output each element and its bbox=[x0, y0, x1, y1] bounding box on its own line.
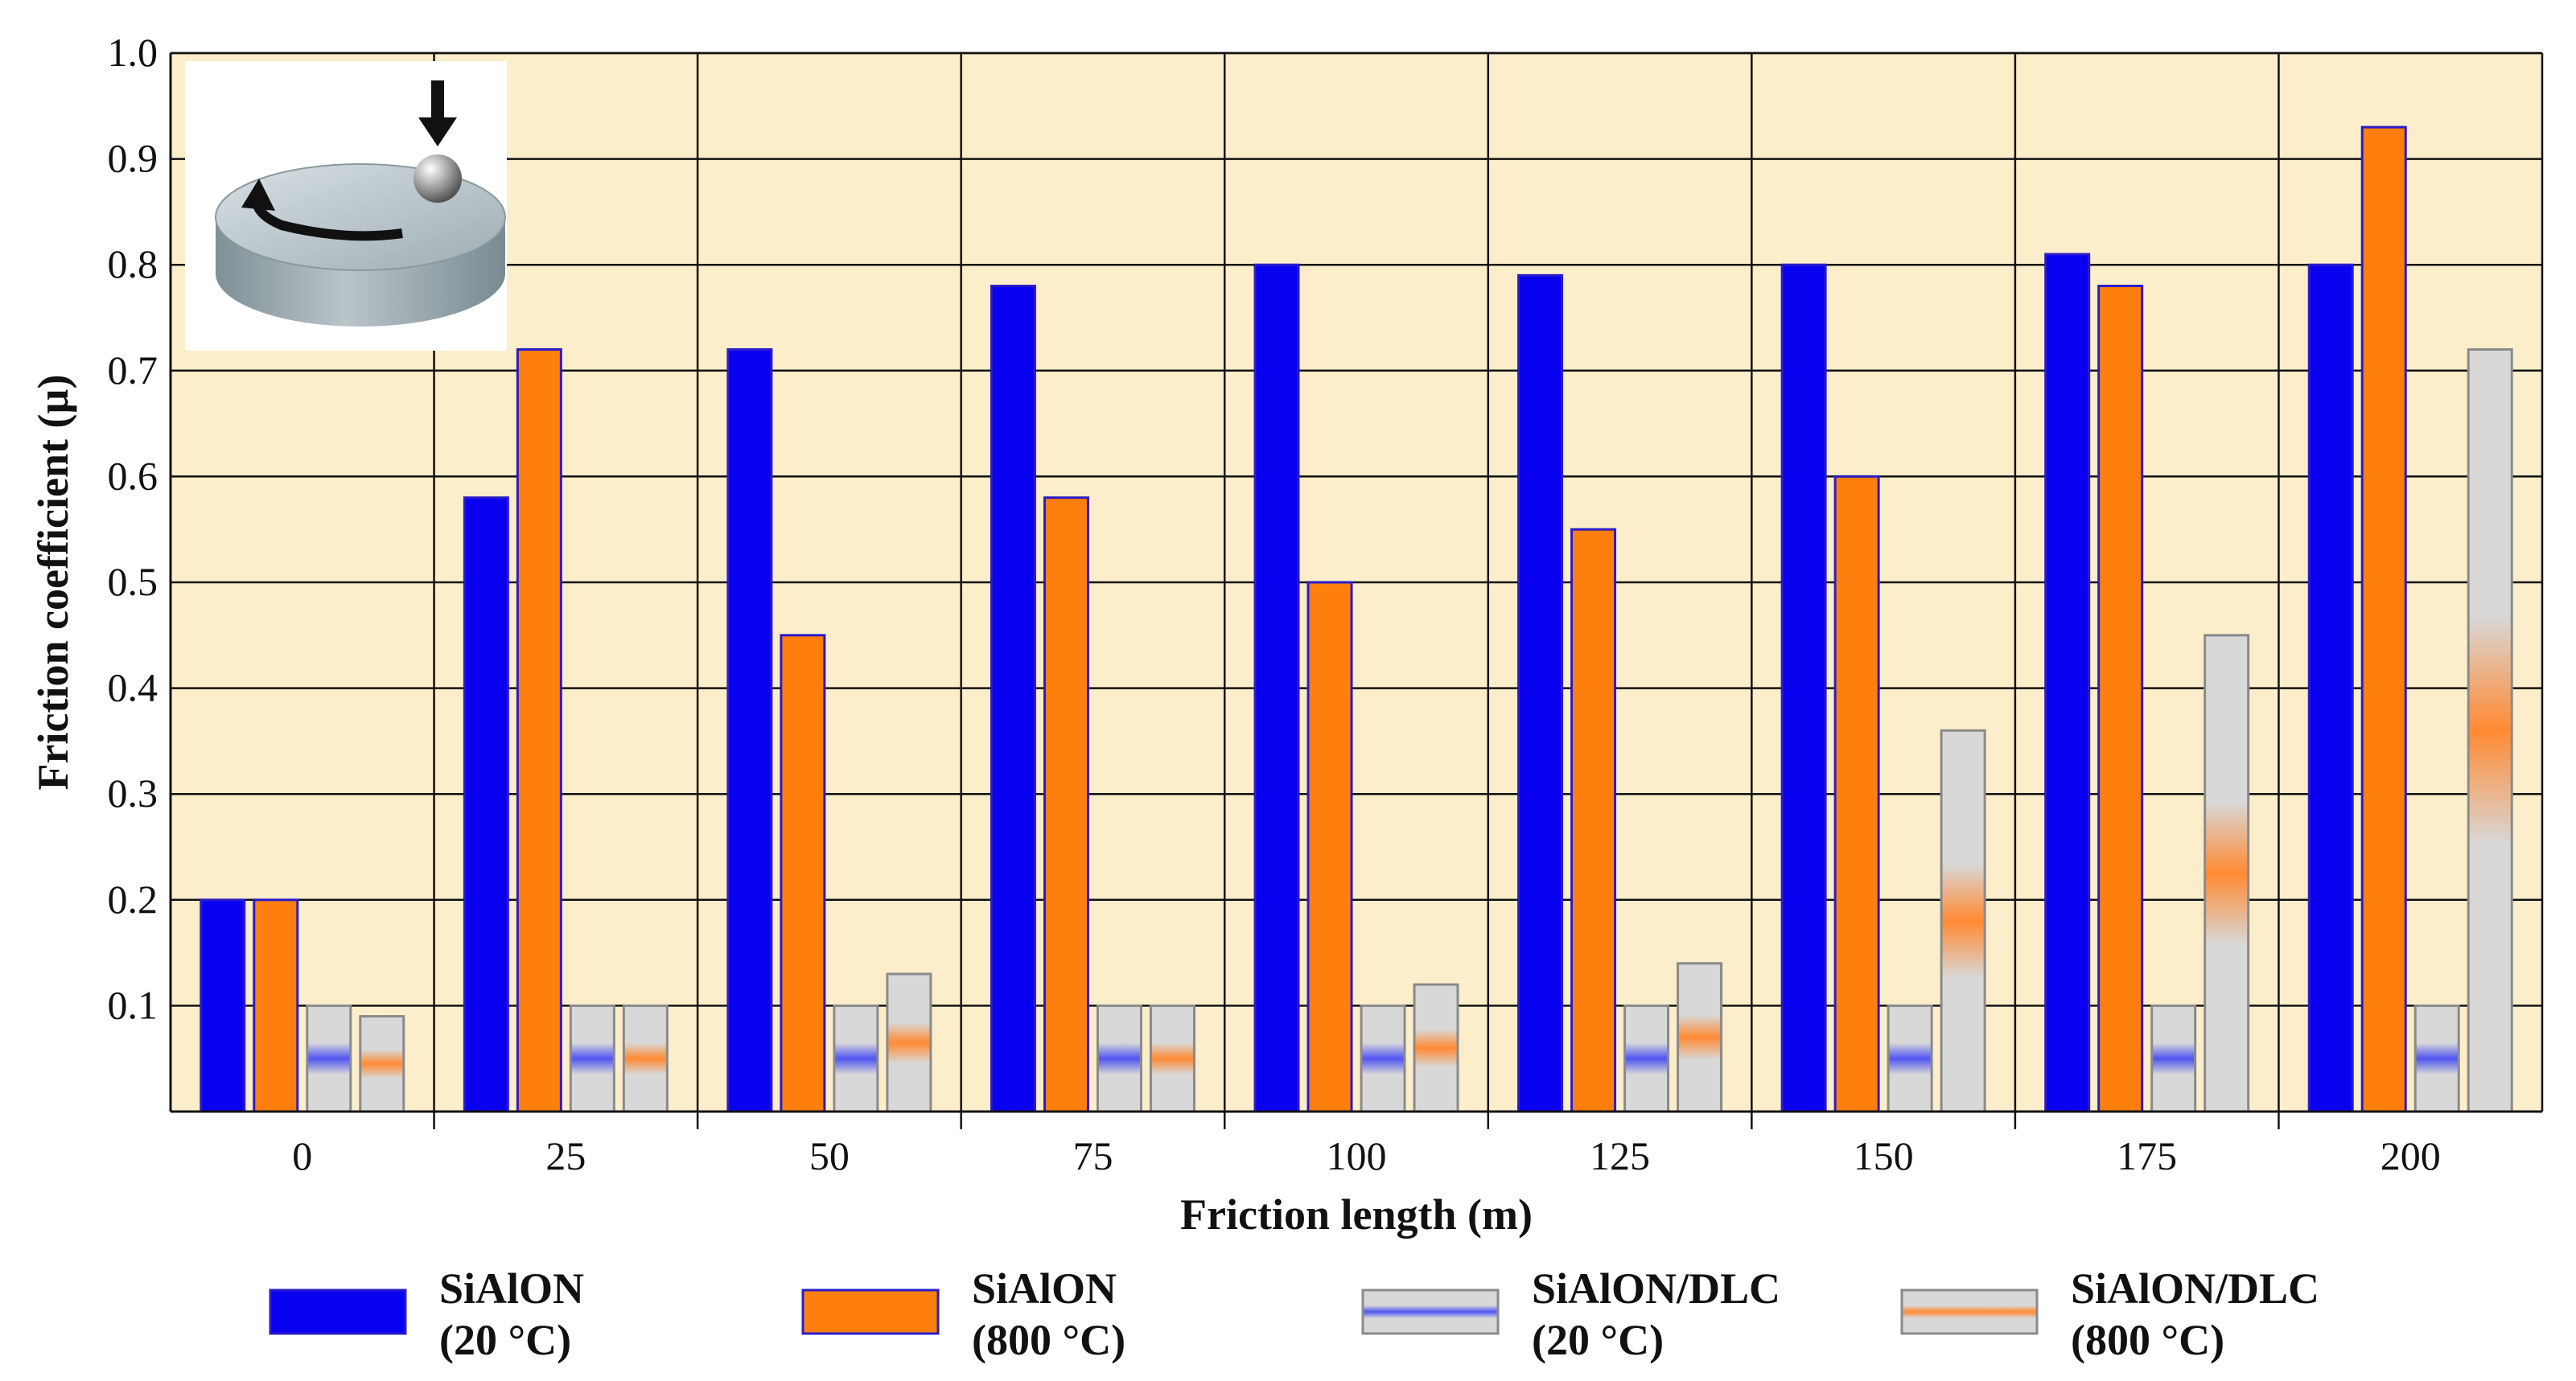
bar bbox=[833, 1004, 879, 1113]
bar bbox=[463, 496, 509, 1113]
bar bbox=[1149, 1004, 1195, 1113]
bar bbox=[1043, 496, 1089, 1113]
x-tick-label: 150 bbox=[1854, 1133, 1914, 1178]
bar bbox=[622, 1004, 669, 1113]
bar bbox=[359, 1015, 405, 1113]
x-tick-label: 50 bbox=[809, 1133, 850, 1178]
y-tick-label: 0.3 bbox=[108, 771, 158, 816]
bar bbox=[1360, 1004, 1406, 1113]
bar bbox=[306, 1004, 352, 1113]
legend-label-line2: (20 °C) bbox=[439, 1316, 571, 1364]
legend-label-line1: SiAlON/DLC bbox=[1532, 1264, 1780, 1313]
x-tick-label: 25 bbox=[545, 1133, 586, 1178]
bar bbox=[1887, 1004, 1933, 1113]
legend-label-line1: SiAlON/DLC bbox=[2071, 1264, 2319, 1313]
bar bbox=[990, 285, 1036, 1113]
y-tick-label: 1.0 bbox=[108, 30, 158, 75]
legend-label-line1: SiAlON bbox=[439, 1264, 584, 1313]
bar bbox=[2467, 347, 2513, 1113]
y-tick-label: 0.9 bbox=[108, 136, 158, 181]
x-tick-label: 75 bbox=[1072, 1133, 1113, 1178]
x-tick-label: 125 bbox=[1590, 1133, 1650, 1178]
bar bbox=[2097, 285, 2144, 1113]
y-axis-title: Friction coefficient (µ) bbox=[29, 375, 77, 791]
y-tick-label: 0.2 bbox=[108, 877, 158, 922]
x-tick-label: 0 bbox=[292, 1133, 312, 1178]
legend-label-line2: (800 °C) bbox=[2071, 1316, 2224, 1364]
legend-swatch bbox=[801, 1289, 940, 1335]
y-tick-labels: 0.1 0.2 0.3 0.4 0.5 0.6 0.7 0.8 0.9 1.0 bbox=[108, 30, 158, 1027]
y-tick-label: 0.6 bbox=[108, 453, 158, 498]
bar bbox=[886, 972, 932, 1113]
bar bbox=[1833, 475, 1880, 1113]
legend-swatch bbox=[1361, 1289, 1500, 1335]
bar bbox=[1413, 983, 1459, 1113]
ball-icon bbox=[414, 154, 462, 203]
bar bbox=[516, 347, 562, 1113]
bar bbox=[1780, 263, 1827, 1113]
bar bbox=[1940, 729, 1986, 1113]
bar bbox=[2360, 125, 2407, 1113]
y-tick-label: 0.7 bbox=[108, 347, 158, 393]
bar bbox=[1570, 528, 1617, 1113]
bar bbox=[780, 634, 826, 1113]
bar bbox=[1096, 1004, 1142, 1113]
bar bbox=[2044, 253, 2091, 1113]
y-tick-label: 0.8 bbox=[108, 241, 158, 286]
y-tick-label: 0.4 bbox=[108, 665, 158, 710]
bar bbox=[1623, 1004, 1670, 1113]
bar bbox=[1677, 962, 1723, 1113]
x-tick-label: 175 bbox=[2117, 1133, 2177, 1178]
bar bbox=[726, 347, 773, 1113]
legend-label-line1: SiAlON bbox=[972, 1264, 1117, 1313]
legend: SiAlON(20 °C)SiAlON(800 °C)SiAlON/DLC(20… bbox=[269, 1264, 2319, 1364]
bar bbox=[1307, 581, 1353, 1113]
bar bbox=[200, 898, 246, 1113]
x-tick-label: 200 bbox=[2381, 1133, 2441, 1178]
bar bbox=[253, 898, 299, 1113]
bar bbox=[2413, 1004, 2460, 1113]
x-tick-labels: 0 25 50 75 100 125 150 175 200 bbox=[292, 1133, 2440, 1178]
bar bbox=[569, 1004, 615, 1113]
legend-swatch bbox=[269, 1289, 407, 1335]
load-arrow-icon bbox=[418, 80, 457, 146]
pin-on-disk-schematic bbox=[185, 61, 507, 351]
y-tick-label: 0.1 bbox=[108, 982, 158, 1027]
x-tick-label: 100 bbox=[1327, 1133, 1387, 1178]
axes bbox=[169, 51, 2544, 1129]
y-tick-label: 0.5 bbox=[108, 559, 158, 604]
legend-label-line2: (800 °C) bbox=[972, 1316, 1125, 1364]
bar bbox=[1253, 263, 1300, 1113]
x-axis-title: Friction length (m) bbox=[1180, 1190, 1533, 1239]
legend-swatch bbox=[1900, 1289, 2039, 1335]
bar bbox=[1517, 273, 1564, 1113]
bar bbox=[2150, 1004, 2197, 1113]
legend-label-line2: (20 °C) bbox=[1532, 1316, 1664, 1364]
bar bbox=[2204, 634, 2250, 1113]
bar bbox=[2307, 263, 2354, 1113]
